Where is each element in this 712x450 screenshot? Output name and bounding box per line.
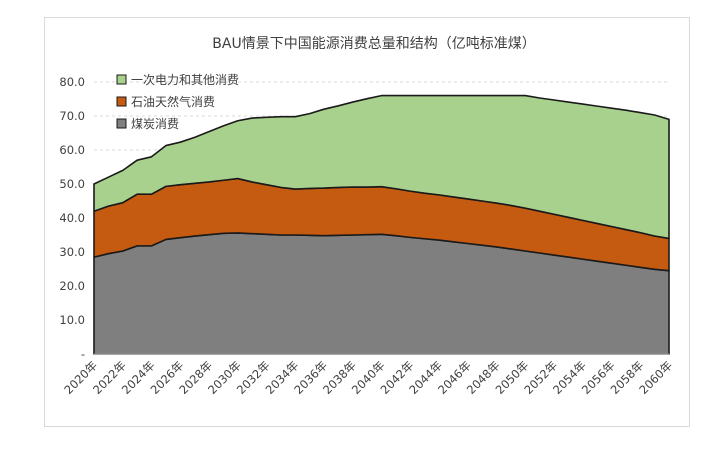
y-tick-label: 70.0 [59,109,85,123]
legend-label: 一次电力和其他消费 [131,73,239,87]
x-axis-ticks: 2020年2022年2024年2026年2028年2030年2032年2034年… [61,358,675,397]
y-tick-label: 40.0 [59,211,85,225]
y-tick-label: 30.0 [59,245,85,259]
legend-swatch [116,74,127,85]
legend-swatch [116,118,127,129]
y-tick-label: 20.0 [59,279,85,293]
y-tick-label: 10.0 [59,313,85,327]
y-tick-label: - [81,347,85,361]
y-tick-label: 60.0 [59,143,85,157]
area-series-3 [93,94,670,240]
y-tick-label: 80.0 [59,75,85,89]
y-tick-label: 50.0 [59,177,85,191]
legend-label: 煤炭消费 [131,117,179,131]
legend-swatch [116,96,127,107]
legend-label: 石油天然气消费 [131,94,215,109]
chart-title: BAU情景下中国能源消费总量和结构（亿吨标准煤） [212,36,535,52]
area-series [93,94,670,355]
y-axis-ticks: - 10.0 20.0 30.0 40.0 50.0 60.0 70.0 80.0 [59,75,85,361]
